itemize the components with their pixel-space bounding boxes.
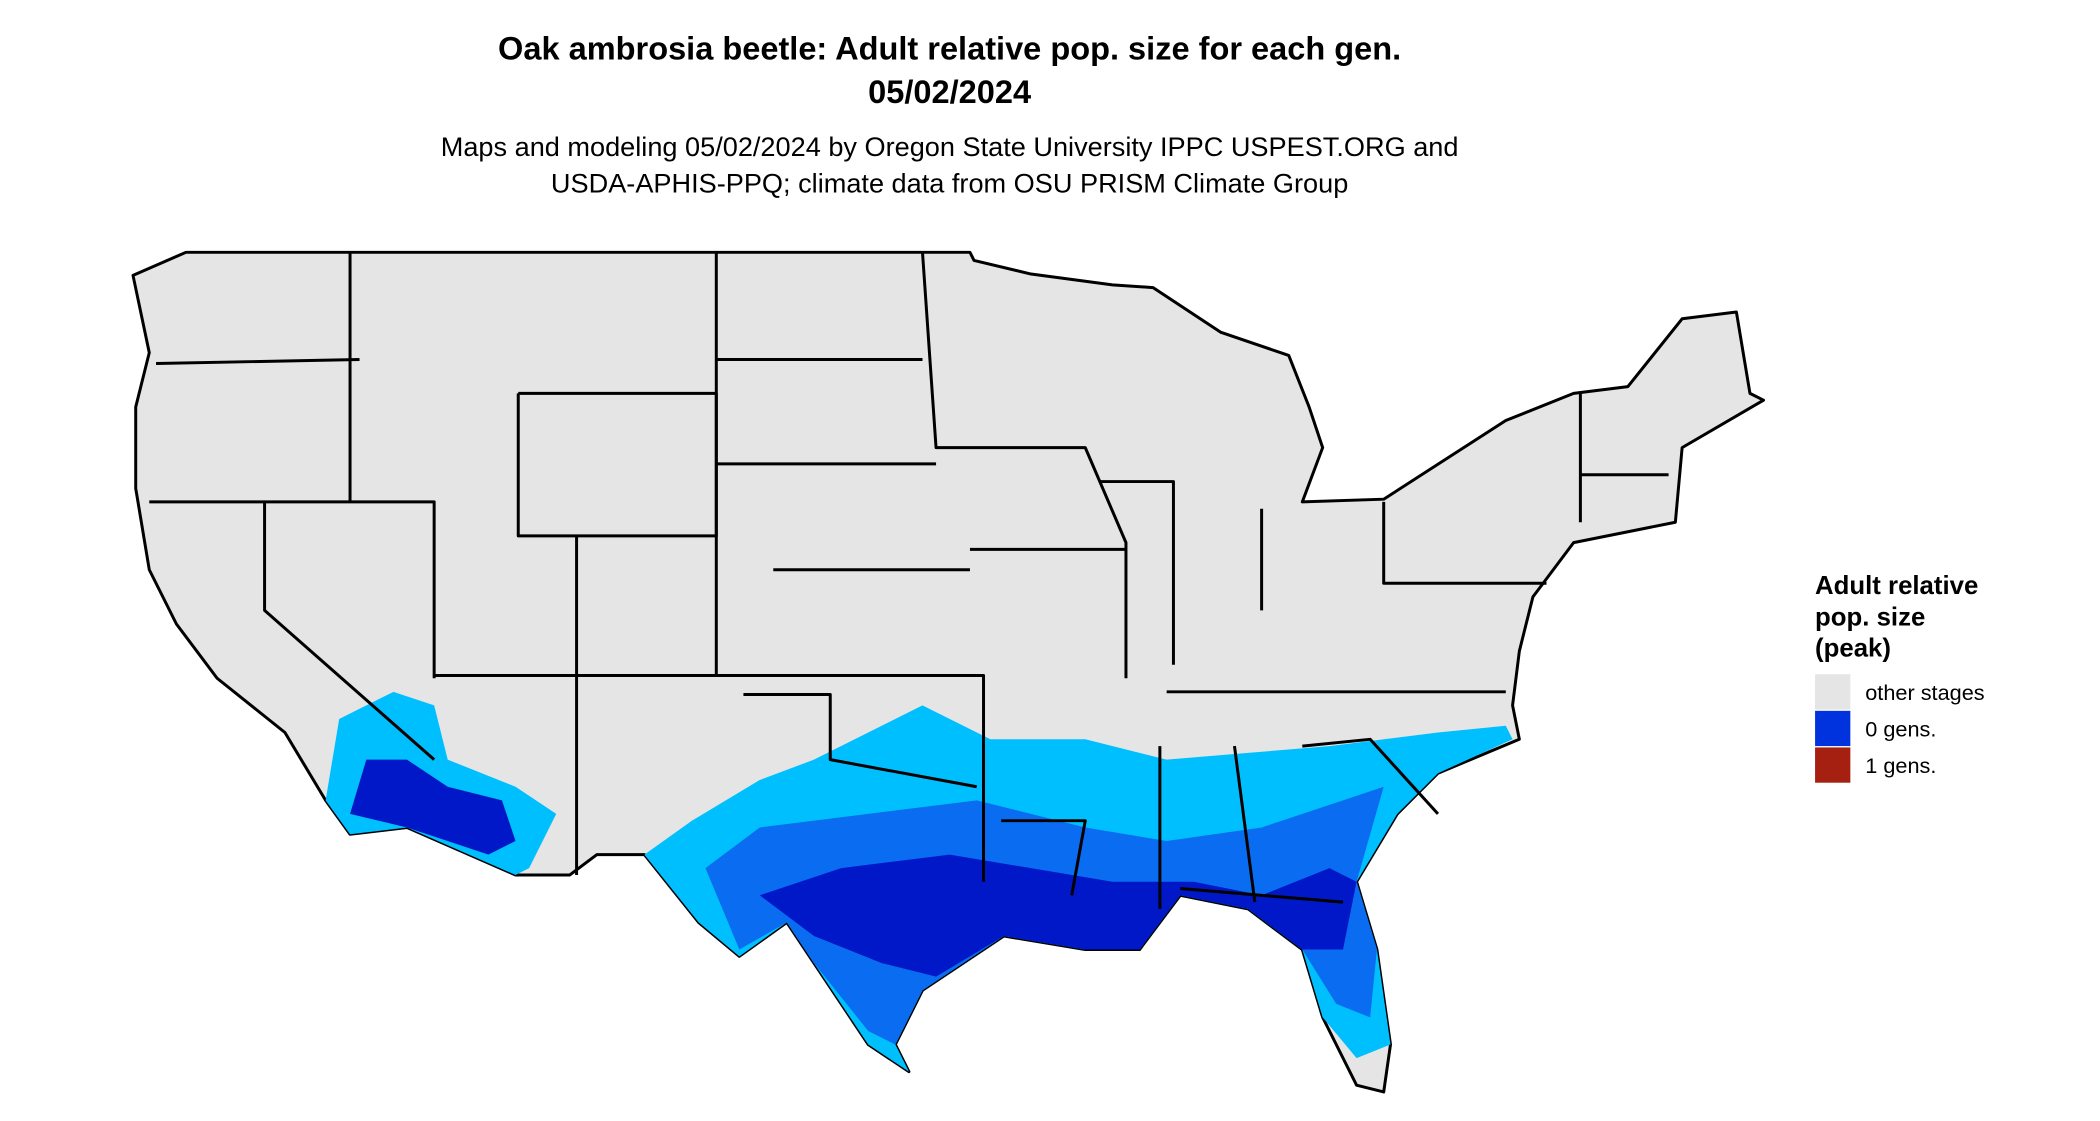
zone-dark bbox=[759, 854, 1357, 977]
state-border bbox=[156, 357, 360, 366]
legend-title: pop. size bbox=[1815, 603, 1925, 631]
legend: Adult relative pop. size (peak) other st… bbox=[1815, 572, 1985, 783]
zone-west-dark bbox=[350, 759, 516, 855]
map-subtitle: USDA-APHIS-PPQ; climate data from OSU PR… bbox=[551, 168, 1348, 199]
map-title-date: 05/02/2024 bbox=[868, 74, 1031, 110]
state-border bbox=[263, 501, 436, 761]
legend-label: other stages bbox=[1865, 680, 1985, 705]
legend-label: 0 gens. bbox=[1865, 717, 1936, 742]
state-border bbox=[920, 252, 1128, 679]
legend-swatch bbox=[1815, 674, 1851, 710]
state-border bbox=[1180, 887, 1344, 904]
state-border bbox=[743, 693, 978, 789]
state-border bbox=[1233, 745, 1257, 903]
legend-title: Adult relative bbox=[1815, 572, 1978, 600]
state-border bbox=[149, 500, 436, 679]
legend-swatch bbox=[1815, 747, 1851, 783]
legend-label: 1 gens. bbox=[1865, 753, 1936, 778]
state-border bbox=[1098, 480, 1175, 665]
state-border bbox=[1382, 501, 1547, 585]
legend-swatch bbox=[1815, 710, 1851, 747]
state-border bbox=[434, 674, 986, 882]
us-map bbox=[131, 250, 1766, 1094]
legend-title: (peak) bbox=[1815, 635, 1891, 663]
map-title: Oak ambrosia beetle: Adult relative pop.… bbox=[498, 31, 1401, 67]
state-border bbox=[1302, 737, 1440, 815]
state-border bbox=[1001, 819, 1087, 896]
map-subtitle: Maps and modeling 05/02/2024 by Oregon S… bbox=[441, 131, 1459, 162]
